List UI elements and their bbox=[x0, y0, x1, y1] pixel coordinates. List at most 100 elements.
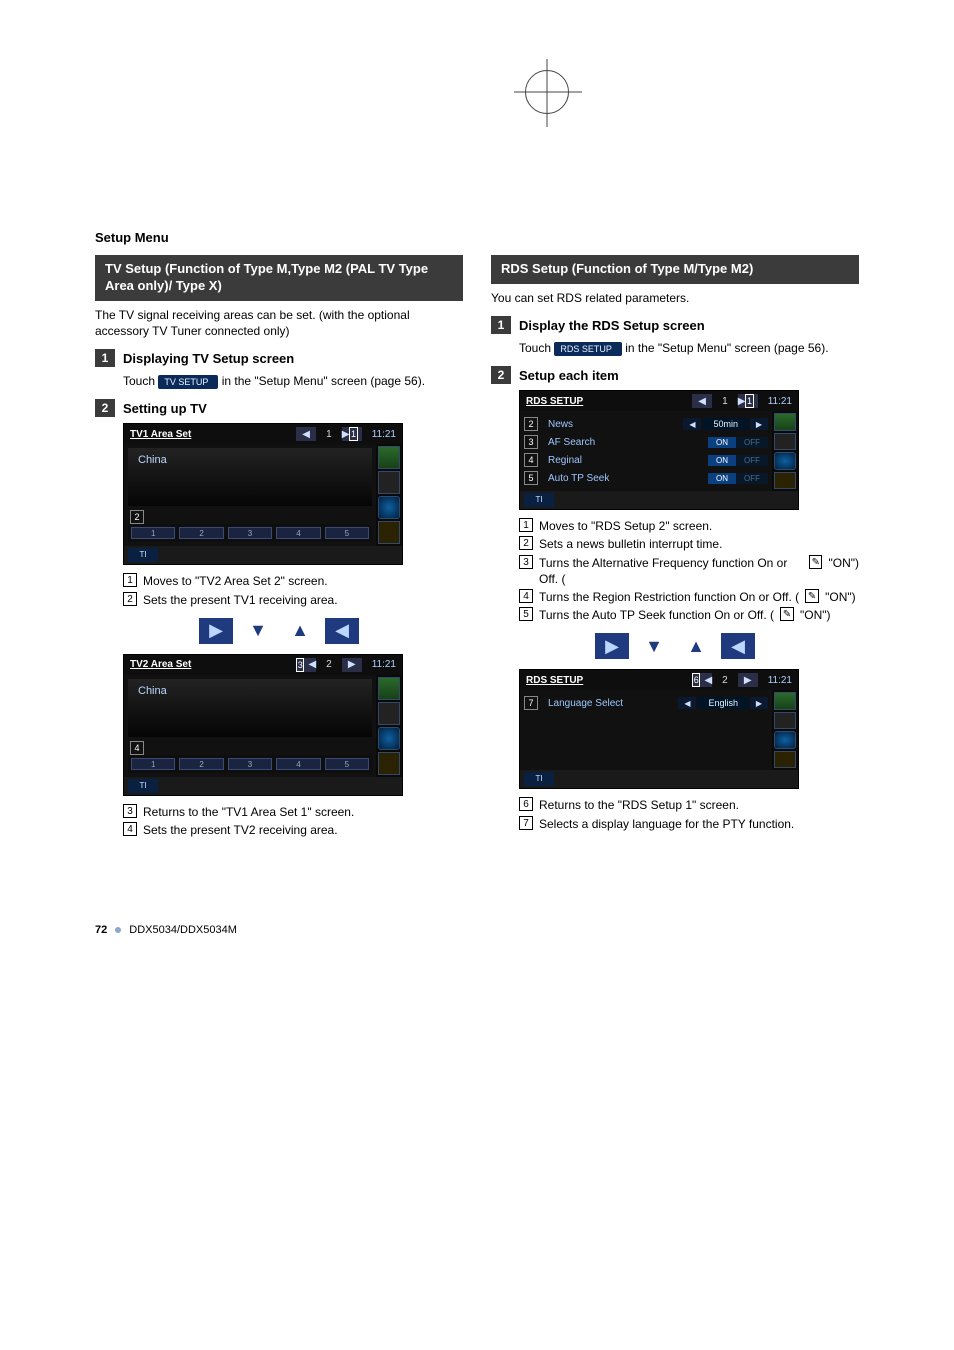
star-icon[interactable] bbox=[378, 521, 400, 544]
enum-text: "ON") bbox=[828, 555, 859, 587]
on-off-toggle[interactable]: ONOFF bbox=[708, 473, 768, 484]
enum-text: Sets the present TV1 receiving area. bbox=[143, 592, 338, 608]
step-number: 2 bbox=[491, 366, 511, 384]
step-title: Displaying TV Setup screen bbox=[123, 351, 294, 366]
tv-step1-body: Touch TV SETUP in the "Setup Menu" scree… bbox=[123, 373, 463, 389]
rds-step1-body: Touch RDS SETUP in the "Setup Menu" scre… bbox=[519, 340, 859, 356]
clock: 11:21 bbox=[764, 675, 792, 686]
orb-icon[interactable] bbox=[774, 452, 796, 470]
area-tab[interactable]: 1 bbox=[131, 527, 175, 539]
area-tab[interactable]: 1 bbox=[131, 758, 175, 770]
next-page-button[interactable]: ▶1 bbox=[738, 394, 758, 408]
value-stepper[interactable]: ◀50min▶ bbox=[683, 418, 768, 430]
tv-setup-touch-button[interactable]: TV SETUP bbox=[158, 375, 218, 389]
band-icon[interactable] bbox=[378, 471, 400, 494]
map-icon[interactable] bbox=[774, 413, 796, 431]
param-label: Auto TP Seek bbox=[548, 473, 702, 484]
callout-4: 4 bbox=[524, 453, 538, 467]
area-tab[interactable]: 2 bbox=[179, 758, 223, 770]
nav-arrows: ▶ ▼ ▲ ◀ bbox=[95, 618, 463, 644]
orb-icon[interactable] bbox=[378, 496, 400, 519]
next-page-button[interactable]: ▶ bbox=[738, 673, 758, 687]
map-icon[interactable] bbox=[774, 692, 796, 710]
step-title: Display the RDS Setup screen bbox=[519, 318, 705, 333]
param-label: Reginal bbox=[548, 455, 702, 466]
map-icon[interactable] bbox=[378, 677, 400, 700]
ti-button[interactable]: TI bbox=[128, 779, 158, 793]
prev-page-button[interactable]: 6◀ bbox=[692, 673, 712, 687]
map-icon[interactable] bbox=[378, 446, 400, 469]
tv-step1: 1 Displaying TV Setup screen bbox=[95, 349, 463, 367]
prev-page-button[interactable]: ◀ bbox=[296, 427, 316, 441]
band-icon[interactable] bbox=[378, 702, 400, 725]
callout-6: 6 bbox=[692, 673, 700, 687]
param-row: 2 News ◀50min▶ bbox=[524, 415, 768, 433]
nav-left-icon: ◀ bbox=[325, 618, 359, 644]
area-tab[interactable]: 3 bbox=[228, 758, 272, 770]
rds-step2: 2 Setup each item bbox=[491, 366, 859, 384]
text: in the "Setup Menu" screen (page 56). bbox=[222, 374, 425, 388]
callout-2: 2 bbox=[524, 417, 538, 431]
page-number: 72 bbox=[95, 924, 107, 936]
nav-down-icon: ▼ bbox=[241, 618, 275, 644]
rds-enum-6-7: 6Returns to the "RDS Setup 1" screen.7Se… bbox=[519, 797, 859, 831]
on-off-toggle[interactable]: ONOFF bbox=[708, 455, 768, 466]
tv2-footer-tabs: 1 2 3 4 5 bbox=[128, 755, 372, 773]
param-row: 7Language Select◀English▶ bbox=[524, 694, 768, 712]
orb-icon[interactable] bbox=[774, 731, 796, 749]
enum-text: Sets the present TV2 receiving area. bbox=[143, 822, 338, 838]
nav-left-icon: ◀ bbox=[721, 633, 755, 659]
value-stepper[interactable]: ◀English▶ bbox=[678, 697, 768, 709]
ti-button[interactable]: TI bbox=[524, 772, 554, 786]
callout-4: 4 bbox=[130, 741, 144, 755]
text: in the "Setup Menu" screen (page 56). bbox=[625, 341, 828, 355]
star-icon[interactable] bbox=[774, 472, 796, 490]
ti-button[interactable]: TI bbox=[128, 548, 158, 562]
clock: 11:21 bbox=[368, 429, 396, 440]
rds-setup-screen-2: RDS SETUP 6◀ 2 ▶ 11:21 7Language Select◀… bbox=[519, 669, 799, 789]
page-indicator: 2 bbox=[718, 675, 732, 686]
enum-text: Moves to "RDS Setup 2" screen. bbox=[539, 518, 712, 534]
page-footer: 72 DDX5034/DDX5034M bbox=[95, 924, 859, 936]
star-icon[interactable] bbox=[378, 752, 400, 775]
next-page-button[interactable]: ▶ bbox=[342, 658, 362, 672]
rds-setup-touch-button[interactable]: RDS SETUP bbox=[554, 342, 622, 356]
screen-title: TV2 Area Set bbox=[130, 659, 290, 670]
step-title: Setup each item bbox=[519, 368, 619, 383]
prev-page-button[interactable]: 3◀ bbox=[296, 658, 316, 672]
page-indicator: 2 bbox=[322, 659, 336, 670]
callout-ref: 1 bbox=[519, 518, 533, 532]
star-icon[interactable] bbox=[774, 751, 796, 769]
area-tab[interactable]: 4 bbox=[276, 527, 320, 539]
text: Touch bbox=[123, 374, 158, 388]
nav-right-icon: ▶ bbox=[595, 633, 629, 659]
page-indicator: 1 bbox=[718, 396, 732, 407]
nav-up-icon: ▲ bbox=[679, 633, 713, 659]
area-tab[interactable]: 3 bbox=[228, 527, 272, 539]
rds-setup-title: RDS Setup (Function of Type M/Type M2) bbox=[491, 255, 859, 284]
prev-page-button[interactable]: ◀ bbox=[692, 394, 712, 408]
param-label: News bbox=[548, 419, 677, 430]
band-icon[interactable] bbox=[774, 712, 796, 730]
area-tab[interactable]: 2 bbox=[179, 527, 223, 539]
callout-7: 7 bbox=[524, 696, 538, 710]
tv-setup-intro: The TV signal receiving areas can be set… bbox=[95, 307, 463, 339]
tv-enum-12: 1Moves to "TV2 Area Set 2" screen. 2Sets… bbox=[123, 573, 463, 607]
area-tab[interactable]: 5 bbox=[325, 758, 369, 770]
orb-icon[interactable] bbox=[378, 727, 400, 750]
param-row: 5Auto TP SeekONOFF bbox=[524, 469, 768, 487]
step-number: 2 bbox=[95, 399, 115, 417]
callout-1: 1 bbox=[745, 394, 753, 408]
callout-1: 1 bbox=[349, 427, 357, 441]
next-page-button[interactable]: ▶1 bbox=[342, 427, 362, 441]
rds-setup-intro: You can set RDS related parameters. bbox=[491, 290, 859, 306]
area-tab[interactable]: 5 bbox=[325, 527, 369, 539]
area-tab[interactable]: 4 bbox=[276, 758, 320, 770]
model-label: DDX5034/DDX5034M bbox=[129, 924, 237, 936]
step-number: 1 bbox=[95, 349, 115, 367]
band-icon[interactable] bbox=[774, 433, 796, 451]
ti-button[interactable]: TI bbox=[524, 493, 554, 507]
screen-title: RDS SETUP bbox=[526, 675, 686, 686]
on-off-toggle[interactable]: ONOFF bbox=[708, 437, 768, 448]
enum-text: Returns to the "RDS Setup 1" screen. bbox=[539, 797, 739, 813]
